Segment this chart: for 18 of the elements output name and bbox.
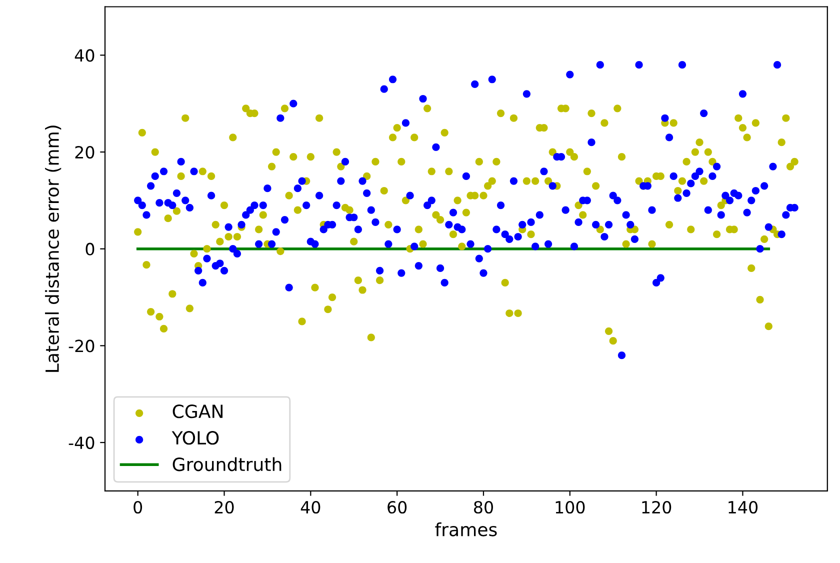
x-tick-label: 0 bbox=[134, 500, 142, 514]
x-tick-label: 100 bbox=[556, 500, 585, 514]
legend-label: Groundtruth bbox=[172, 457, 282, 472]
x-tick-label: 80 bbox=[474, 500, 493, 514]
legend-label: CGAN bbox=[172, 404, 222, 418]
y-tick-label: 40 bbox=[74, 49, 94, 62]
x-tick-label: 120 bbox=[642, 500, 672, 514]
y-tick-label: 0 bbox=[86, 242, 94, 256]
legend-label: YOLO bbox=[172, 431, 219, 445]
y-axis-title: Lateral distance error (mm) bbox=[45, 126, 62, 372]
x-tick-label: 20 bbox=[214, 500, 234, 514]
x-tick-label: 40 bbox=[300, 500, 320, 514]
x-tick-label: 140 bbox=[728, 500, 758, 514]
y-tick-label: 20 bbox=[75, 146, 94, 159]
y-tick-label: -20 bbox=[68, 340, 94, 352]
y-tick-label: -40 bbox=[68, 436, 94, 450]
x-axis-title: frames bbox=[435, 522, 497, 536]
x-tick-label: 60 bbox=[388, 500, 407, 514]
